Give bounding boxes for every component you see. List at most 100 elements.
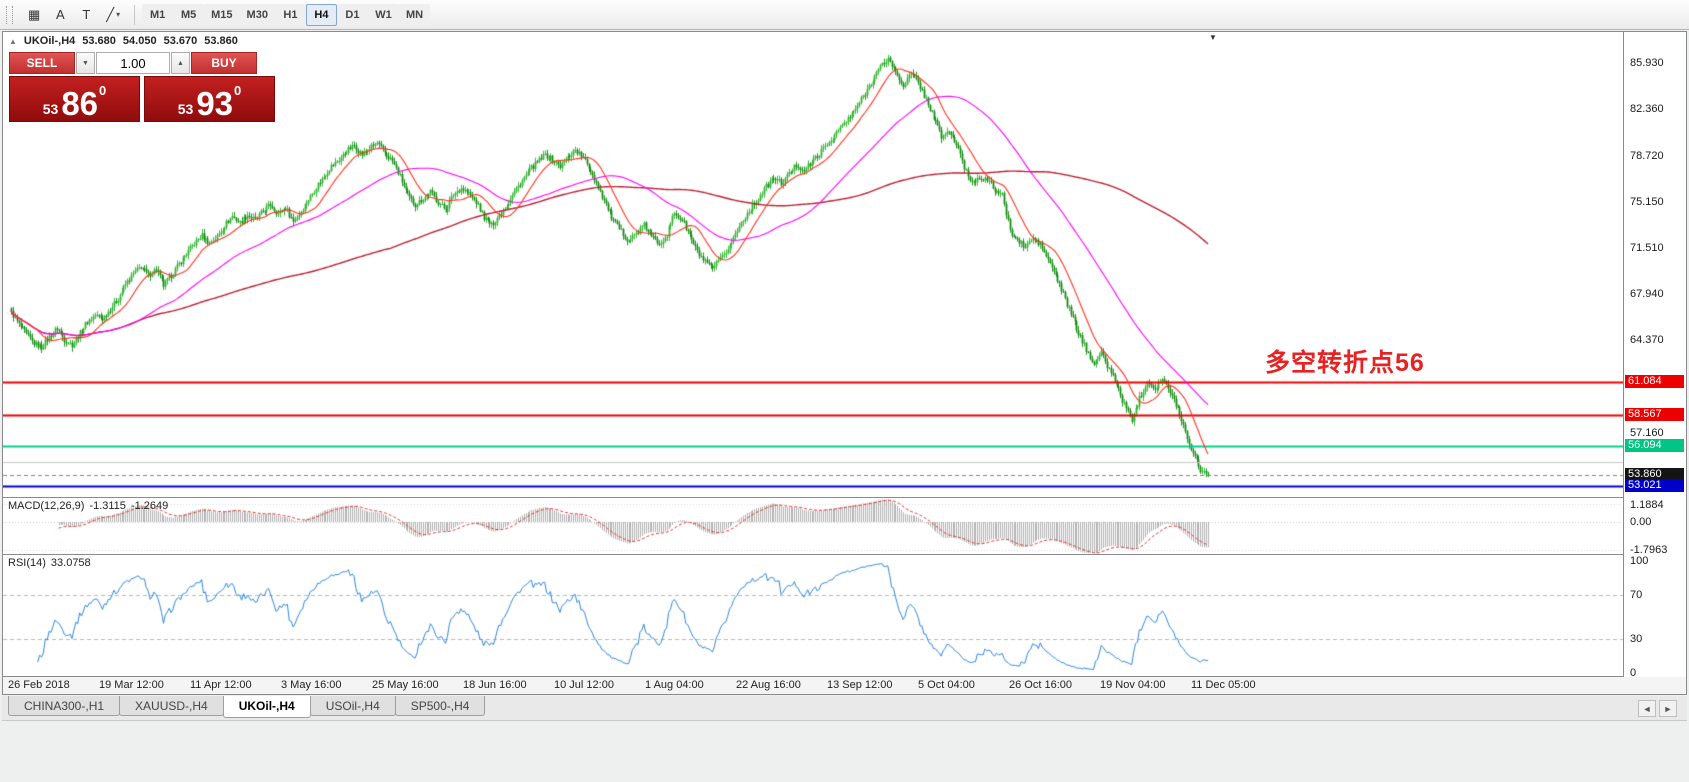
chart-shift-icon[interactable]: ▼ xyxy=(1209,33,1217,42)
rsi-chart-canvas[interactable] xyxy=(3,555,1623,676)
ohlc-open: 53.680 xyxy=(82,35,116,47)
price-tick: 75.150 xyxy=(1630,195,1664,208)
rsi-panel: RSI(14) 33.0758 xyxy=(3,555,1623,676)
timeframe-button-h4[interactable]: H4 xyxy=(305,3,337,26)
date-tick: 19 Mar 12:00 xyxy=(99,679,164,691)
timeframe-button-m5[interactable]: M5 xyxy=(173,3,205,26)
sell-button[interactable]: SELL xyxy=(9,52,75,74)
tab-scroll-left-icon[interactable]: ◄ xyxy=(1638,700,1656,717)
text-label-tool-icon: T xyxy=(82,7,91,22)
draw-line-tool-icon[interactable]: ╱ ▾ xyxy=(99,4,127,26)
ohlc-high: 54.050 xyxy=(122,35,157,47)
price-axis: 85.930 82.360 78.720 75.150 71.510 67.940 64.3… xyxy=(1623,32,1686,679)
buy-button[interactable]: BUY xyxy=(191,52,257,74)
date-tick: 26 Oct 16:00 xyxy=(1009,679,1072,691)
date-tick: 19 Nov 04:00 xyxy=(1100,679,1166,691)
timeframe-group: M1 M5 M15 M30 H1 H4 D1 W1 MN xyxy=(142,3,431,26)
price-tick: 82.360 xyxy=(1630,102,1664,115)
text-label-tool-icon[interactable]: T xyxy=(73,4,99,26)
macd-axis-tick: -1.7963 xyxy=(1630,543,1668,556)
price-tick: 64.370 xyxy=(1630,334,1664,347)
tab-scroll-right-icon[interactable]: ► xyxy=(1659,700,1677,717)
date-tick: 25 May 16:00 xyxy=(372,679,439,691)
date-tick: 22 Aug 16:00 xyxy=(736,679,801,691)
chart-tab-sp500h4[interactable]: SP500-,H4 xyxy=(394,696,486,716)
toolbar: ▦ A T ╱ ▾ M1 M5 M15 M30 H1 H4 D1 W1 MN xyxy=(0,0,1689,30)
toolbar-separator xyxy=(134,4,136,25)
draw-line-tool-icon: ╱ xyxy=(106,6,115,22)
timeframe-button-w1[interactable]: W1 xyxy=(367,3,399,26)
price-level-tag: 53.021 xyxy=(1625,478,1684,492)
sell-price-display[interactable]: 53 86 0 xyxy=(9,76,140,122)
panel-divider[interactable] xyxy=(3,497,1686,498)
volume-up-button[interactable]: ▲ xyxy=(171,52,190,74)
chart-annotation: 多空转折点56 xyxy=(1265,349,1425,377)
rsi-axis-tick: 70 xyxy=(1630,588,1643,601)
toolbar-grip[interactable] xyxy=(6,5,13,24)
ohlc-close: 53.860 xyxy=(204,35,238,47)
crosshair-tool-icon: ▦ xyxy=(28,6,41,22)
chart-tab-usoilh4[interactable]: USOil-,H4 xyxy=(309,696,396,716)
timeframe-button-m15[interactable]: M15 xyxy=(204,3,240,26)
sell-price-sup: 0 xyxy=(99,83,107,98)
chart-tab-china300h1[interactable]: CHINA300-,H1 xyxy=(8,696,121,716)
date-tick: 5 Oct 04:00 xyxy=(918,679,975,691)
date-tick: 10 Jul 12:00 xyxy=(554,679,614,691)
macd-value-2: -1.2649 xyxy=(130,500,169,512)
drawing-tools-group: ▦ A T ╱ ▾ xyxy=(21,4,127,26)
chart-tabs: CHINA300-,H1 XAUUSD-,H4 UKOil-,H4 USOil-,H4… xyxy=(2,696,486,718)
timeframe-button-d1[interactable]: D1 xyxy=(336,3,368,26)
date-tick: 1 Aug 04:00 xyxy=(645,679,704,691)
price-tick: 57.160 xyxy=(1630,426,1664,439)
date-tick: 18 Jun 16:00 xyxy=(463,679,527,691)
macd-value-1: -1.3115 xyxy=(89,500,126,512)
macd-axis-tick: 1.1884 xyxy=(1630,499,1664,511)
macd-label: MACD(12,26,9) -1.3115 -1.2649 xyxy=(8,500,173,512)
panel-divider[interactable] xyxy=(3,554,1686,555)
time-axis: 26 Feb 2018 19 Mar 12:00 11 Apr 12:00 3 May… xyxy=(3,677,1686,694)
rsi-axis-tick: 30 xyxy=(1630,633,1643,646)
crosshair-tool-icon[interactable]: ▦ xyxy=(21,4,47,26)
sell-price-big: 86 xyxy=(61,84,99,122)
price-level-tag: 61.084 xyxy=(1625,375,1684,389)
collapse-arrow-icon[interactable]: ▲ xyxy=(9,36,17,46)
macd-axis-tick: 0.00 xyxy=(1630,516,1652,528)
symbol-name: UKOil-,H4 xyxy=(23,35,76,47)
price-tick: 67.940 xyxy=(1630,288,1664,301)
chevron-up-icon: ▲ xyxy=(177,59,184,67)
macd-chart-canvas[interactable] xyxy=(3,498,1623,554)
rsi-axis-tick: 100 xyxy=(1630,555,1649,567)
chevron-down-icon: ▾ xyxy=(116,10,121,19)
window-background xyxy=(0,722,1689,782)
date-tick: 26 Feb 2018 xyxy=(8,679,70,691)
chart-tab-ukoilh4[interactable]: UKOil-,H4 xyxy=(222,696,311,718)
panel-divider xyxy=(3,676,1686,677)
chart-window: ▲ UKOil-,H4 53.680 54.050 53.670 53.860 … xyxy=(2,31,1687,695)
date-tick: 13 Sep 12:00 xyxy=(827,679,893,691)
timeframe-button-m30[interactable]: M30 xyxy=(239,3,275,26)
price-level-tag: 53.860 xyxy=(1625,468,1684,482)
timeframe-button-m1[interactable]: M1 xyxy=(142,3,174,26)
timeframe-button-h1[interactable]: H1 xyxy=(274,3,306,26)
text-tool-icon[interactable]: A xyxy=(47,4,73,26)
price-level-tag: 56.094 xyxy=(1625,439,1684,453)
buy-price-big: 93 xyxy=(196,84,234,122)
date-tick: 11 Apr 12:00 xyxy=(190,679,252,691)
chart-tab-bar: CHINA300-,H1 XAUUSD-,H4 UKOil-,H4 USOil-,H4… xyxy=(2,696,1687,721)
chart-tab-xauusdh4[interactable]: XAUUSD-,H4 xyxy=(119,696,224,716)
rsi-label: RSI(14) 33.0758 xyxy=(8,557,96,569)
buy-price-display[interactable]: 53 93 0 xyxy=(144,76,275,122)
volume-dropdown-button[interactable]: ▼ xyxy=(76,52,95,74)
timeframe-button-mn[interactable]: MN xyxy=(398,3,431,26)
macd-panel: MACD(12,26,9) -1.3115 -1.2649 xyxy=(3,498,1623,554)
volume-input[interactable] xyxy=(96,52,170,74)
rsi-value: 33.0758 xyxy=(50,557,91,569)
rsi-name: RSI(14) xyxy=(8,557,46,569)
price-level-tag: 58.567 xyxy=(1625,407,1684,421)
price-tick: 78.720 xyxy=(1630,149,1664,162)
text-tool-icon: A xyxy=(55,7,65,22)
date-tick: 3 May 16:00 xyxy=(281,679,342,691)
ohlc-low: 53.670 xyxy=(163,35,198,47)
